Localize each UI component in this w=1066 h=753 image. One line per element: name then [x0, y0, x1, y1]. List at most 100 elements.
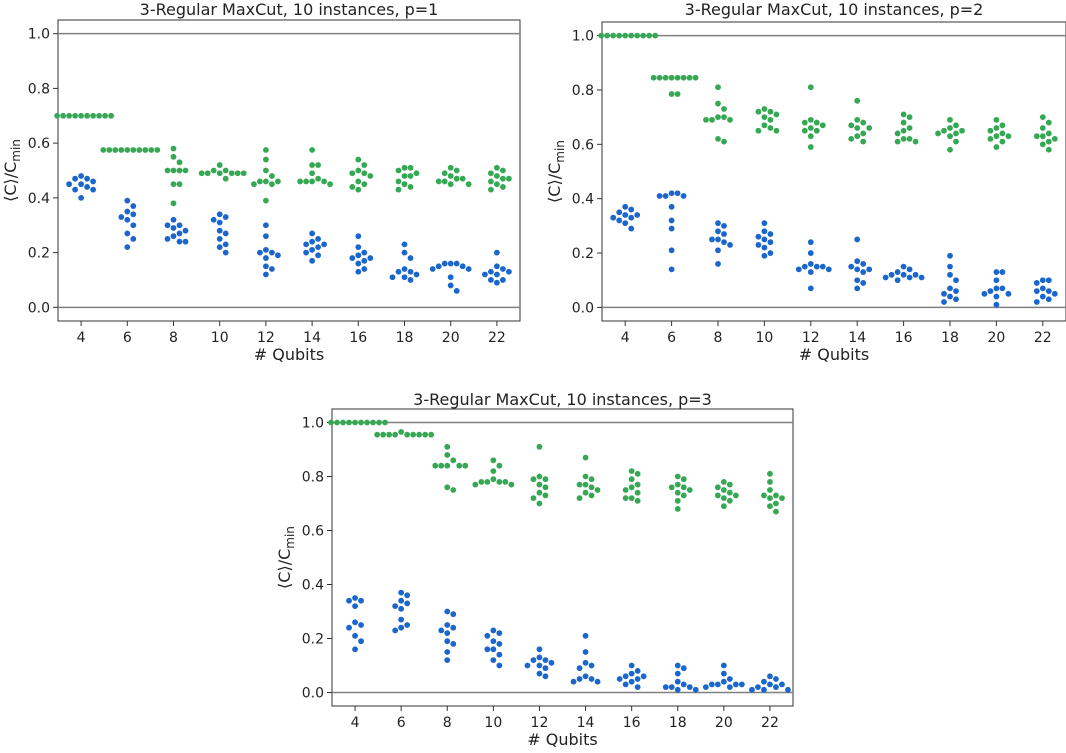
y-tick-label: 0.4 — [572, 192, 594, 208]
data-point-blue — [807, 285, 814, 292]
data-point-green — [309, 170, 315, 177]
x-tick-label: 20 — [442, 330, 460, 346]
data-point-green — [947, 125, 953, 131]
data-point-green — [1045, 146, 1052, 153]
data-point-green — [773, 508, 779, 515]
data-point-blue — [715, 236, 721, 243]
data-point-blue — [773, 684, 779, 690]
data-point-green — [721, 138, 727, 145]
data-point-blue — [634, 212, 641, 218]
data-point-blue — [275, 252, 281, 259]
data-point-blue — [761, 252, 768, 259]
data-point-blue — [767, 673, 773, 680]
data-point-green — [686, 74, 693, 81]
data-point-green — [720, 487, 727, 493]
data-point-blue — [447, 274, 454, 281]
data-point-green — [441, 178, 448, 185]
data-point-green — [456, 462, 463, 469]
data-point-blue — [674, 662, 681, 669]
data-point-blue — [118, 214, 125, 220]
data-point-green — [380, 431, 387, 438]
data-point-green — [536, 500, 543, 507]
data-point-blue — [361, 266, 368, 272]
data-point-green — [148, 147, 155, 153]
data-point-green — [450, 487, 457, 493]
data-point-blue — [715, 247, 721, 254]
x-tick-label: 18 — [396, 330, 414, 346]
data-point-blue — [263, 255, 269, 261]
data-point-blue — [616, 209, 623, 216]
data-point-green — [321, 178, 327, 185]
data-point-green — [536, 481, 543, 488]
data-point-blue — [941, 299, 947, 305]
data-point-blue — [993, 301, 1000, 308]
data-point-green — [854, 133, 861, 140]
data-point-green — [54, 112, 60, 119]
data-point-blue — [1033, 280, 1040, 286]
y-tick-label: 1.0 — [572, 29, 594, 45]
data-point-green — [102, 112, 108, 119]
data-point-green — [536, 473, 543, 480]
data-point-green — [401, 181, 408, 188]
data-point-green — [349, 184, 356, 190]
data-point-blue — [918, 274, 925, 281]
data-point-green — [628, 476, 635, 483]
data-point-green — [382, 419, 388, 426]
data-point-blue — [993, 293, 1000, 300]
data-point-blue — [622, 681, 629, 688]
data-point-blue — [576, 676, 583, 682]
y-axis-label: ⟨C⟩/Cmin — [275, 526, 297, 589]
data-point-green — [496, 462, 503, 469]
data-point-blue — [358, 638, 364, 645]
data-point-green — [761, 106, 768, 112]
data-point-green — [935, 130, 941, 137]
data-point-green — [222, 167, 229, 174]
data-point-green — [680, 492, 687, 499]
data-point-green — [720, 495, 727, 501]
data-point-green — [222, 175, 229, 182]
data-point-blue — [819, 263, 826, 270]
data-point-green — [779, 495, 785, 501]
data-point-green — [582, 481, 589, 488]
data-point-green — [726, 481, 733, 488]
data-point-green — [634, 32, 641, 39]
y-tick-label: 0.2 — [572, 246, 594, 262]
data-point-green — [355, 178, 362, 185]
data-point-green — [303, 178, 309, 185]
data-point-blue — [395, 268, 402, 275]
data-point-blue — [392, 627, 399, 634]
data-point-green — [494, 173, 500, 179]
data-point-green — [598, 32, 605, 39]
x-tick-label: 22 — [1034, 330, 1052, 346]
data-point-green — [100, 147, 107, 153]
data-point-green — [500, 184, 506, 190]
data-point-blue — [755, 684, 761, 690]
data-point-blue — [755, 233, 762, 240]
data-point-green — [668, 484, 675, 491]
data-point-blue — [182, 227, 189, 234]
data-point-green — [721, 106, 727, 112]
data-point-green — [674, 481, 681, 488]
data-point-blue — [398, 605, 405, 612]
data-point-green — [720, 503, 727, 510]
data-point-green — [848, 122, 855, 129]
data-point-green — [594, 487, 601, 493]
data-point-blue — [622, 673, 629, 680]
data-point-green — [692, 74, 699, 81]
data-point-blue — [352, 646, 358, 653]
data-point-green — [154, 147, 161, 153]
data-point-green — [508, 481, 515, 488]
chart-title: 3-Regular MaxCut, 10 instances, p=3 — [413, 390, 712, 409]
data-point-green — [715, 100, 721, 107]
data-point-blue — [906, 266, 913, 273]
data-point-green — [761, 122, 768, 129]
data-point-blue — [714, 681, 721, 688]
data-point-blue — [640, 673, 647, 680]
data-point-green — [1045, 130, 1052, 137]
data-point-green — [588, 484, 595, 491]
data-point-blue — [309, 246, 315, 253]
data-point-blue — [825, 266, 832, 273]
chart-title: 3-Regular MaxCut, 10 instances, p=1 — [140, 0, 439, 19]
data-point-blue — [352, 632, 358, 639]
data-point-blue — [1051, 290, 1058, 297]
